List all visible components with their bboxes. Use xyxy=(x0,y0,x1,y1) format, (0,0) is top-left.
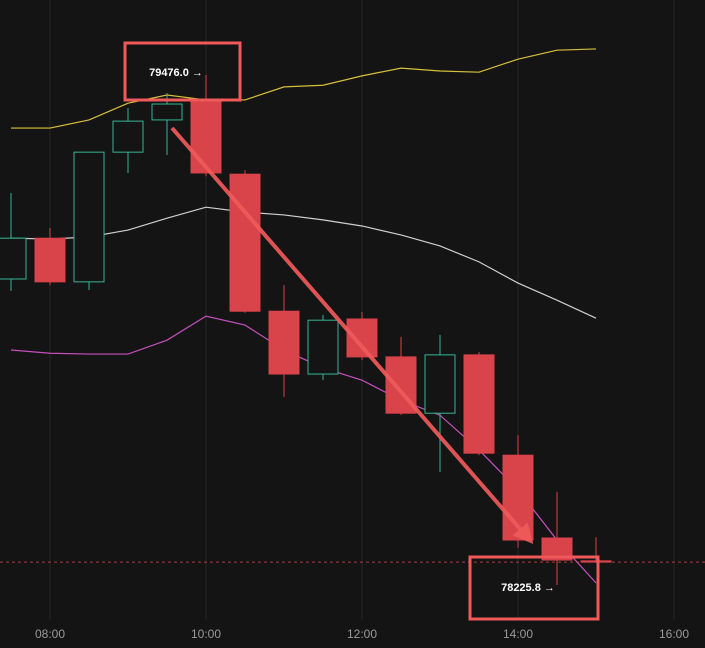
annotation-label: 78225.8 → xyxy=(501,582,555,594)
candle-body xyxy=(34,237,66,283)
candle-body xyxy=(190,99,222,174)
annotation-label: 79476.0 → xyxy=(149,67,203,79)
grid: 08:00 10:00 12:00 14:00 16:00 xyxy=(35,0,689,641)
x-tick-label: 16:00 xyxy=(659,627,689,641)
x-tick-label: 12:00 xyxy=(347,627,377,641)
candle-body xyxy=(0,237,27,280)
candle-body xyxy=(229,173,261,312)
candle-body xyxy=(346,318,378,358)
x-tick-label: 08:00 xyxy=(35,627,65,641)
indicator-line xyxy=(10,206,597,319)
annotations: 79476.0 → 78225.8 → xyxy=(123,41,600,621)
candle-body xyxy=(424,354,456,414)
highlight-box xyxy=(468,555,600,621)
trend-arrow xyxy=(170,126,534,545)
candle-body xyxy=(541,537,573,561)
candle-body xyxy=(112,120,144,153)
x-tick-label: 14:00 xyxy=(503,627,533,641)
candle-body xyxy=(463,354,495,454)
candles xyxy=(0,75,705,586)
candle-body xyxy=(268,310,300,375)
candle-body xyxy=(307,319,339,375)
indicator-lines xyxy=(10,48,597,584)
indicator-line xyxy=(10,315,597,584)
highlight-box xyxy=(123,41,242,102)
x-tick-label: 10:00 xyxy=(191,627,221,641)
candle-body xyxy=(151,103,183,121)
indicator-line xyxy=(11,48,597,129)
candle-body xyxy=(73,151,105,283)
